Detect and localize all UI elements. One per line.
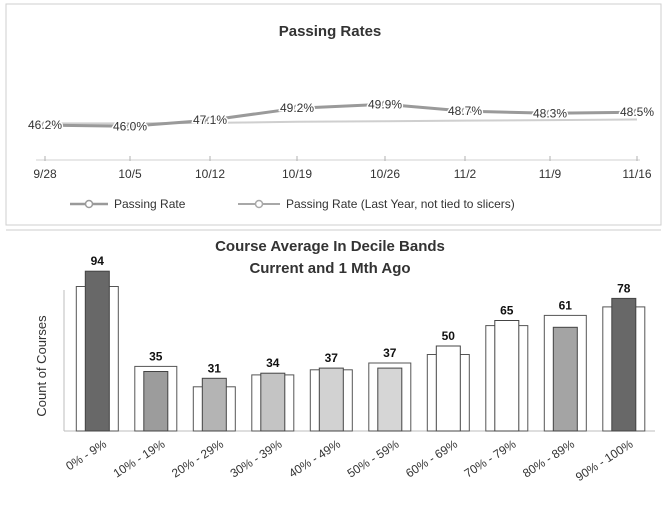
category-tick-label: 60% - 69% [403,437,460,481]
bar-value-label: 50 [442,329,456,343]
bar-current [611,297,637,432]
bar-current [201,377,227,432]
bar-current [377,367,403,432]
passing-rate-point [41,121,49,129]
passing-rate-point [546,109,554,118]
category-tick-label: 10% - 19% [111,437,168,481]
passing-rate-point [633,108,641,116]
passing-x-tick-label: 10/19 [282,167,312,181]
passing-x-tick-label: 10/12 [195,167,225,181]
passing-rate-point [206,116,214,124]
passing-rate-data-label: 46.2% [28,118,62,132]
bar-current [143,371,169,432]
bar-current [435,345,461,432]
y-axis-label: Count of Courses [34,315,49,417]
category-tick-label: 90% - 100% [573,437,636,485]
bar-value-label: 65 [500,304,514,318]
legend-label-passing-rate: Passing Rate [114,197,186,211]
legend-marker-passing-rate [84,199,94,209]
passing-rate-data-label: 48.3% [533,106,567,120]
passing-rate-data-label: 47.1% [193,113,227,127]
category-tick-label: 0% - 9% [63,437,109,474]
bar-current [84,270,110,432]
passing-rate-data-label: 48.5% [620,105,654,119]
passing-x-tick-label: 10/5 [118,167,142,181]
category-tick-label: 20% - 29% [169,437,226,481]
series-line-last-year [45,118,638,125]
bar-current [318,367,344,432]
series-line-passing-rate [44,102,638,128]
decile-bands-chart: Course Average In Decile Bands Current a… [34,238,655,484]
decile-chart-title: Course Average In Decile Bands [215,238,445,255]
passing-rate-data-label: 49.9% [368,97,402,111]
passing-rate-data-label: 48.7% [448,104,482,118]
bar-value-label: 37 [325,351,339,365]
passing-x-tick-label: 10/26 [370,167,400,181]
passing-rate-data-label: 49.2% [280,101,314,115]
passing-rate-point [126,122,134,131]
passing-x-tick-label: 9/28 [33,167,57,181]
category-tick-label: 40% - 49% [286,437,343,481]
bar-value-label: 35 [149,349,163,363]
bar-current [260,372,286,432]
passing-rate-data-label: 46.0% [113,119,147,133]
bar-value-label: 78 [617,281,631,295]
category-tick-label: 80% - 89% [520,437,577,481]
passing-rate-point [461,107,469,115]
passing-x-tick-label: 11/2 [454,167,477,181]
legend-marker-last-year [254,199,264,209]
legend-label-last-year: Passing Rate (Last Year, not tied to sli… [286,197,515,211]
passing-rates-title: Passing Rates [279,23,382,40]
bar-value-label: 34 [266,356,280,370]
bar-value-label: 31 [208,361,222,375]
category-tick-label: 50% - 59% [345,437,402,481]
category-tick-label: 70% - 79% [462,437,519,481]
bar-value-label: 61 [559,298,573,312]
bar-value-label: 37 [383,346,397,360]
bar-current [494,320,520,432]
passing-rate-point [293,104,301,112]
decile-chart-subtitle: Current and 1 Mth Ago [249,260,410,277]
passing-rate-point [381,100,389,109]
bar-current [552,326,578,432]
passing-rates-chart: Passing Rates 9/28 10/5 10/12 10/19 10/26 11/… [5,3,662,226]
bar-value-label: 94 [91,254,105,268]
category-tick-label: 30% - 39% [228,437,285,481]
passing-x-tick-label: 11/9 [539,167,562,181]
passing-x-tick-label: 11/16 [622,167,651,181]
